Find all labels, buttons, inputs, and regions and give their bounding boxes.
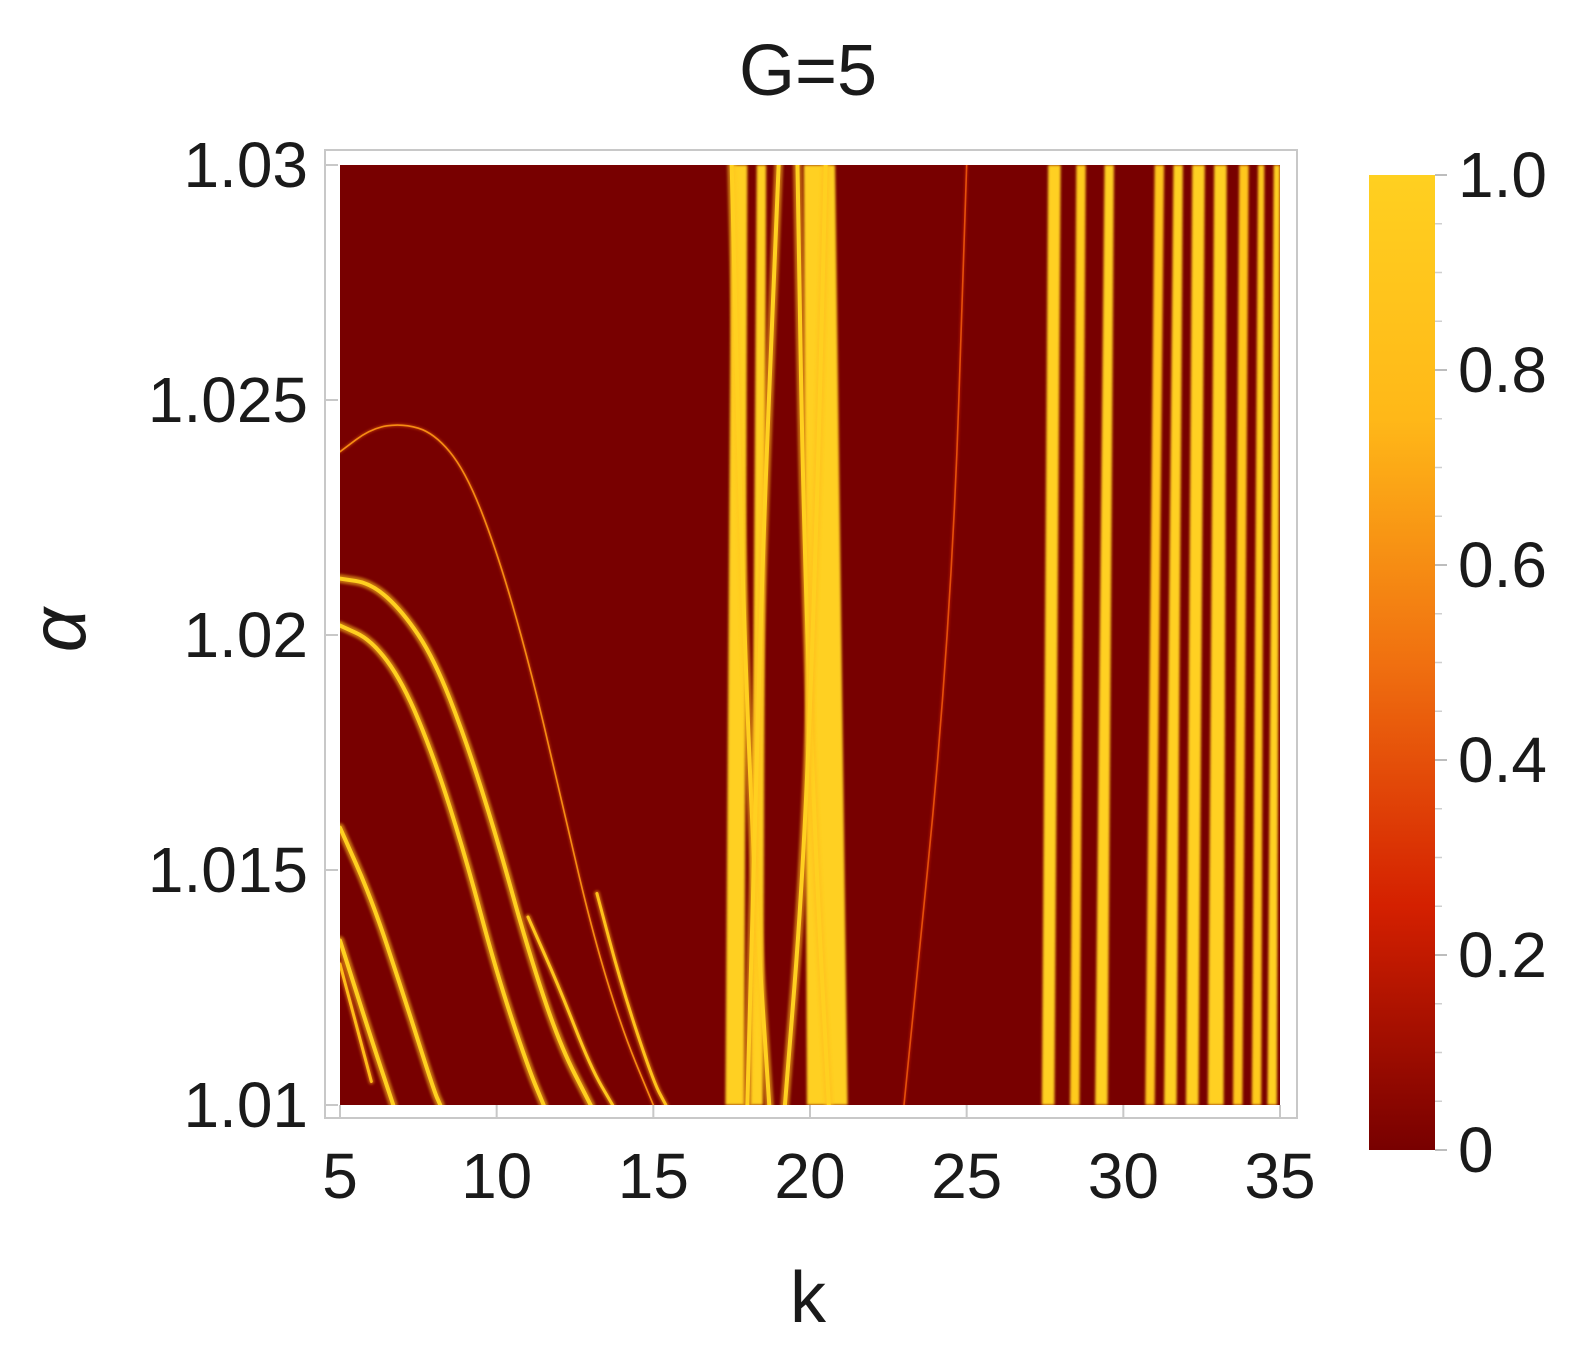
- x-tick-label-6: 35: [1244, 1140, 1315, 1212]
- x-axis: 5 10 15 20 25 30 35: [322, 1105, 1316, 1212]
- x-tick-label-5: 30: [1088, 1140, 1159, 1212]
- curve-1: [340, 576, 593, 1105]
- x-tick-label-0: 5: [322, 1140, 358, 1212]
- curve-11: [782, 165, 828, 1105]
- curve-3: [340, 825, 443, 1105]
- y-tick-label-4: 1.03: [183, 129, 308, 201]
- colorbar-tick-label-4: 0.8: [1458, 334, 1547, 406]
- curves-layer: [340, 165, 969, 1105]
- curve-0: [340, 424, 655, 1105]
- band-9: [1207, 165, 1227, 1105]
- curve-9: [745, 165, 781, 1105]
- y-tick-label-1: 1.015: [148, 834, 308, 906]
- curve-5: [340, 962, 373, 1083]
- colorbar: [1369, 175, 1435, 1150]
- y-tick-label-0: 1.01: [183, 1069, 308, 1141]
- colorbar-tick-label-5: 1.0: [1458, 139, 1547, 211]
- chart-title: G=5: [739, 31, 877, 111]
- colorbar-tick-label-3: 0.6: [1458, 529, 1547, 601]
- colorbar-tick-label-2: 0.4: [1458, 724, 1547, 796]
- curve-2: [340, 623, 546, 1105]
- colorbar-ticks: 0 0.2 0.4 0.6 0.8 1.0: [1435, 139, 1547, 1186]
- band-11: [1251, 165, 1265, 1105]
- band-12: [1267, 165, 1280, 1105]
- band-7: [1164, 165, 1183, 1105]
- y-tick-label-3: 1.025: [148, 364, 308, 436]
- x-tick-label-4: 25: [931, 1140, 1002, 1212]
- curve-10: [795, 165, 831, 1105]
- y-tick-label-2: 1.02: [183, 599, 308, 671]
- y-axis-label: α: [14, 605, 102, 652]
- colorbar-tick-label-0: 0: [1458, 1114, 1494, 1186]
- colorbar-tick-label-1: 0.2: [1458, 919, 1547, 991]
- band-4: [1070, 165, 1086, 1105]
- band-5: [1095, 165, 1114, 1105]
- x-tick-label-3: 20: [774, 1140, 845, 1212]
- curve-6: [526, 915, 615, 1105]
- x-tick-label-1: 10: [461, 1140, 532, 1212]
- curve-7: [595, 892, 668, 1105]
- x-axis-label: k: [790, 1258, 827, 1338]
- curve-4: [340, 938, 396, 1105]
- band-6: [1145, 165, 1165, 1105]
- band-10: [1233, 165, 1249, 1105]
- band-8: [1186, 165, 1205, 1105]
- band-3: [1041, 165, 1061, 1105]
- plot-area: [340, 165, 1280, 1105]
- y-axis: 1.01 1.015 1.02 1.025 1.03: [148, 129, 338, 1141]
- x-tick-label-2: 15: [618, 1140, 689, 1212]
- curve-12: [903, 165, 968, 1105]
